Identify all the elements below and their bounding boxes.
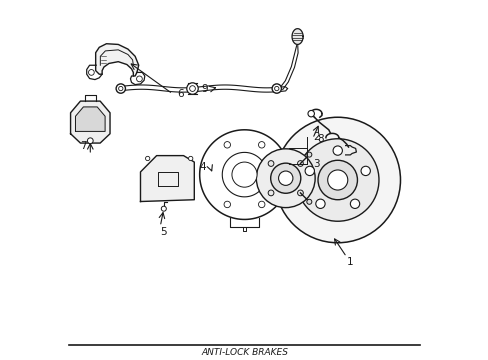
Polygon shape <box>96 44 139 76</box>
Circle shape <box>188 156 192 161</box>
Circle shape <box>360 166 369 176</box>
Text: 8: 8 <box>317 134 323 144</box>
Polygon shape <box>291 29 303 44</box>
Circle shape <box>258 201 264 208</box>
Circle shape <box>297 190 303 196</box>
Circle shape <box>274 117 400 243</box>
Circle shape <box>88 69 94 75</box>
Text: 4: 4 <box>199 162 205 172</box>
Text: 5: 5 <box>160 227 167 237</box>
Circle shape <box>231 162 257 187</box>
Circle shape <box>306 199 311 204</box>
Circle shape <box>271 84 281 93</box>
Circle shape <box>258 141 264 148</box>
Circle shape <box>87 138 93 144</box>
Circle shape <box>186 83 198 94</box>
Circle shape <box>145 156 149 161</box>
Circle shape <box>317 160 357 200</box>
Circle shape <box>270 163 300 193</box>
Circle shape <box>278 171 292 185</box>
Text: 9: 9 <box>201 84 207 94</box>
Circle shape <box>161 206 166 211</box>
Circle shape <box>327 170 347 190</box>
Circle shape <box>296 139 378 221</box>
Circle shape <box>267 190 273 196</box>
Circle shape <box>332 146 342 155</box>
Circle shape <box>349 199 359 208</box>
Circle shape <box>224 141 230 148</box>
Text: 7: 7 <box>80 141 86 151</box>
Polygon shape <box>70 101 110 143</box>
Circle shape <box>256 149 314 208</box>
Text: ANTI-LOCK BRAKES: ANTI-LOCK BRAKES <box>201 348 287 357</box>
Circle shape <box>305 166 314 176</box>
Text: 1: 1 <box>346 257 353 267</box>
Circle shape <box>315 199 325 208</box>
Circle shape <box>224 201 230 208</box>
Circle shape <box>307 111 314 117</box>
Text: 3: 3 <box>312 159 319 169</box>
Circle shape <box>306 152 311 157</box>
Circle shape <box>297 161 303 166</box>
Circle shape <box>267 161 273 166</box>
Polygon shape <box>345 145 356 155</box>
Circle shape <box>189 86 195 91</box>
Text: 6: 6 <box>177 89 183 99</box>
Circle shape <box>136 76 142 82</box>
Text: 2: 2 <box>312 132 319 142</box>
Circle shape <box>274 86 278 91</box>
Polygon shape <box>140 156 194 202</box>
Circle shape <box>116 84 125 93</box>
Polygon shape <box>75 107 105 131</box>
Circle shape <box>119 86 122 91</box>
